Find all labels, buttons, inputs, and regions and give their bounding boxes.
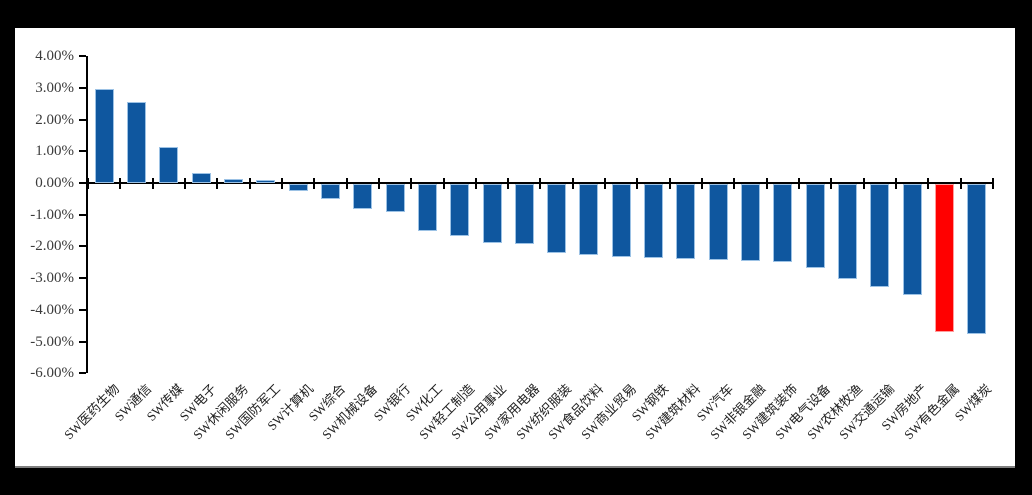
bar [320, 184, 340, 200]
bar [256, 180, 276, 183]
x-axis-tick [571, 178, 574, 189]
y-axis-tick [79, 245, 86, 248]
bar [159, 147, 179, 183]
x-axis-tick [474, 178, 477, 189]
bar [579, 184, 599, 255]
bar [385, 184, 405, 212]
x-axis-tick [507, 178, 510, 189]
y-tick-label: 0.00% [35, 175, 74, 191]
bar [611, 184, 631, 257]
bar [805, 184, 825, 269]
y-tick-label: -6.00% [30, 365, 74, 382]
bar [191, 173, 211, 183]
y-tick-label: -5.00% [30, 333, 74, 350]
bar [708, 184, 728, 260]
x-axis-tick [991, 178, 994, 189]
y-axis-tick [79, 182, 86, 184]
y-axis-tick [79, 308, 86, 311]
x-axis-tick [442, 178, 445, 189]
x-axis-tick [345, 178, 348, 189]
bar [353, 184, 373, 210]
bar [644, 184, 664, 258]
x-axis-tick [636, 178, 639, 189]
x-axis-tick [151, 178, 154, 189]
y-tick-label: -2.00% [30, 238, 74, 255]
bar [967, 184, 987, 334]
bar [547, 184, 567, 254]
x-axis-tick [830, 178, 833, 189]
x-axis-tick [377, 178, 380, 189]
bar-chart-plot-area: 4.00% 3.00% 2.00% 1.00% 0.00% -1.00% -2.00% -3.… [15, 28, 1015, 466]
x-axis-tick [862, 178, 865, 189]
x-axis-tick [216, 178, 219, 189]
x-axis-tick [733, 178, 736, 189]
bar [676, 184, 696, 260]
x-axis-tick [410, 178, 413, 189]
y-axis-tick [79, 118, 86, 121]
x-axis-tick [604, 178, 607, 189]
bar [514, 184, 534, 245]
y-tick-label: 4.00% [35, 48, 74, 65]
x-axis-tick [539, 178, 542, 189]
y-axis-tick [79, 213, 86, 216]
bar [902, 184, 922, 295]
y-tick-label: -4.00% [30, 301, 74, 318]
bar [450, 184, 470, 236]
y-tick-label: -3.00% [30, 270, 74, 287]
y-axis-tick [79, 55, 86, 58]
x-axis-tick [87, 178, 89, 189]
y-axis-tick [79, 340, 86, 343]
bar [838, 184, 858, 280]
y-axis-tick [79, 150, 86, 153]
bar [223, 178, 243, 183]
x-axis-tick [895, 178, 897, 189]
x-axis-tick [313, 178, 316, 189]
bar [126, 101, 146, 183]
y-axis-line [86, 56, 88, 374]
y-tick-label: -1.00% [30, 206, 74, 223]
chart-card: 4.00% 3.00% 2.00% 1.00% 0.00% -1.00% -2.00% -3.… [15, 28, 1015, 468]
bar [417, 184, 437, 231]
x-axis-tick [765, 178, 768, 189]
x-axis-tick [280, 178, 283, 189]
y-axis-tick [79, 372, 86, 375]
x-axis-tick [701, 178, 704, 189]
y-axis-tick [79, 277, 86, 280]
x-axis-tick [668, 178, 671, 189]
y-axis-tick [79, 86, 86, 89]
bar-highlighted [934, 184, 954, 333]
x-axis-tick [183, 178, 186, 189]
x-axis-tick [959, 178, 962, 189]
x-axis-tick [927, 178, 930, 189]
bar [288, 184, 308, 192]
x-axis-tick [248, 178, 251, 189]
bar [741, 184, 761, 261]
bar [482, 184, 502, 243]
y-tick-label: 2.00% [35, 111, 74, 128]
bar [94, 89, 114, 183]
y-tick-label: 1.00% [35, 143, 74, 160]
y-tick-label: 3.00% [35, 79, 74, 96]
x-axis-tick [119, 178, 122, 189]
bar [773, 184, 793, 262]
x-axis-tick [798, 178, 801, 189]
bar [870, 184, 890, 288]
